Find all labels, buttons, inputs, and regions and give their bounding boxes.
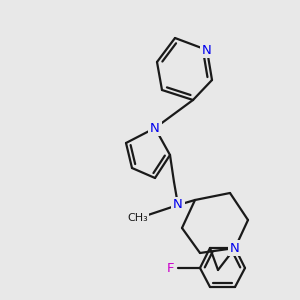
- Text: N: N: [202, 44, 212, 56]
- Text: CH₃: CH₃: [128, 213, 148, 223]
- Text: N: N: [173, 199, 183, 212]
- Text: N: N: [230, 242, 240, 254]
- Text: N: N: [150, 122, 160, 134]
- Text: F: F: [166, 262, 174, 275]
